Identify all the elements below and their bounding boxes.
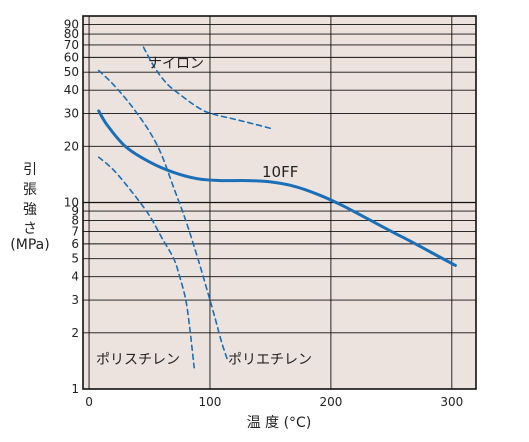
y-tick-label: 90	[64, 18, 79, 32]
x-axis-title: 温 度 (°C)	[247, 415, 312, 431]
series-line-2	[97, 69, 229, 363]
y-axis-title: 引 張 強 さ (MPa)	[10, 162, 49, 253]
series-line-3	[97, 156, 195, 369]
series-line-1	[142, 46, 272, 130]
y-tick-label: 4	[71, 270, 79, 284]
y-tick-label: 50	[64, 65, 79, 79]
y-tick-label: 40	[64, 83, 79, 97]
y-tick-label: 80	[64, 27, 79, 41]
y-tick-label: 30	[64, 107, 79, 121]
x-tick-label: 0	[85, 395, 93, 409]
y-tick-label: 1	[71, 382, 79, 396]
y-tick-label: 70	[64, 38, 79, 52]
y-tick-label: 6	[71, 237, 79, 251]
x-tick-label: 200	[319, 395, 342, 409]
plot-frame	[82, 15, 477, 390]
x-tick-label: 100	[199, 395, 222, 409]
y-tick-label: 20	[64, 139, 79, 153]
series-label-nylon: ナイロン	[148, 56, 204, 72]
series-label-polystyrene: ポリスチレン	[96, 352, 180, 368]
y-axis-title-line-3: 強	[23, 202, 37, 218]
y-tick-label: 2	[71, 326, 79, 340]
x-tick-label: 300	[440, 395, 463, 409]
series-line-0	[97, 109, 457, 267]
y-tick-label: 8	[71, 214, 79, 228]
series-lines	[97, 46, 457, 369]
grid-lines	[83, 16, 476, 390]
y-tick-label: 9	[71, 204, 79, 218]
y-tick-label: 5	[71, 252, 79, 266]
y-axis-title-line-1: 引	[23, 162, 37, 178]
x-tick-labels: 0 100 200 300	[85, 395, 463, 409]
series-label-10ff: 10FF	[262, 163, 298, 181]
y-axis-title-line-2: 張	[23, 182, 37, 198]
y-tick-label: 60	[64, 50, 79, 64]
y-tick-label: 7	[71, 224, 79, 238]
y-tick-label: 3	[71, 293, 79, 307]
y-axis-title-line-5: (MPa)	[10, 237, 49, 253]
y-axis-title-line-4: さ	[23, 221, 37, 237]
y-tick-label: 10	[64, 196, 79, 210]
series-label-polyethylene: ポリエチレン	[228, 352, 312, 368]
